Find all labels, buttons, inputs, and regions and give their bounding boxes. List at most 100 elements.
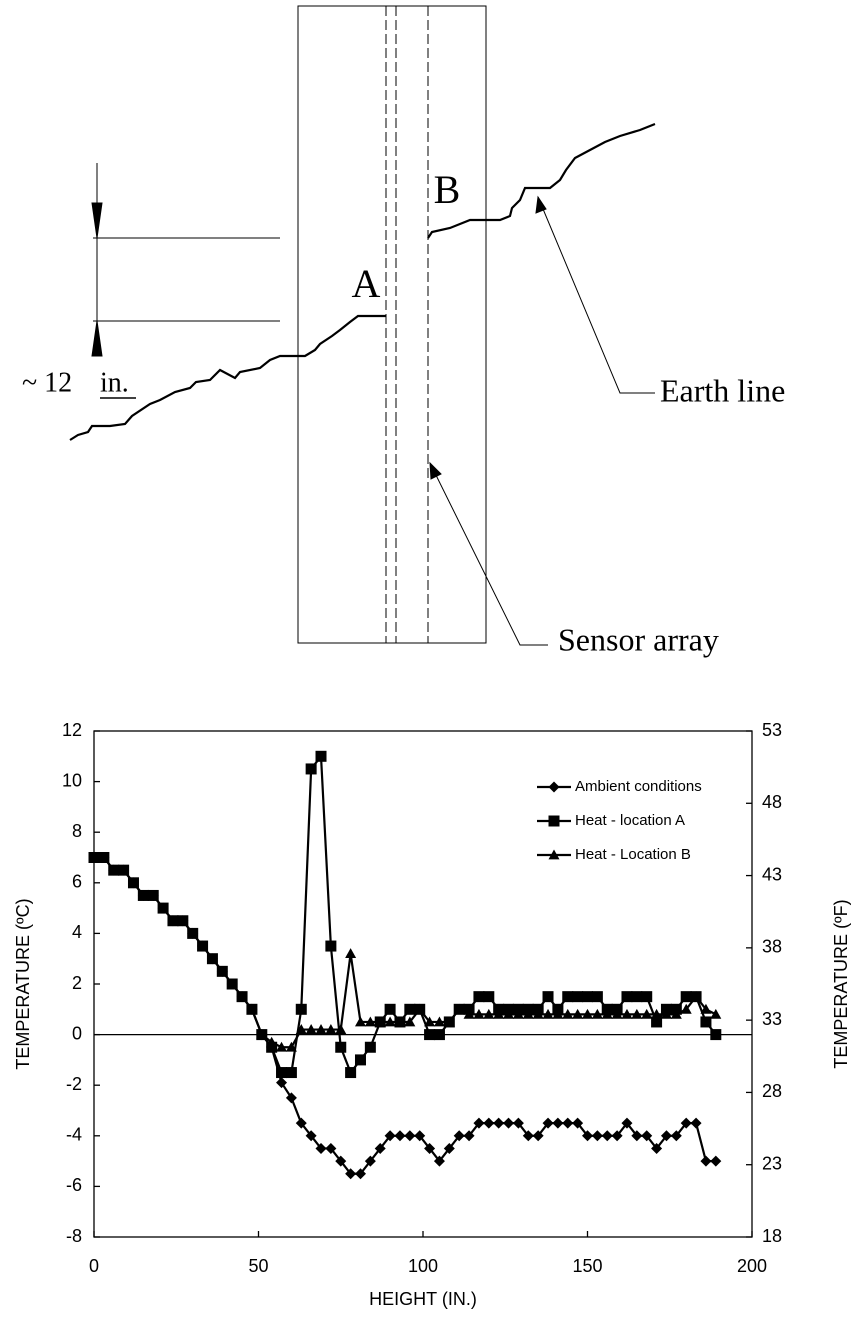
x-tick-label: 100: [408, 1256, 438, 1276]
marker: [631, 1008, 643, 1019]
marker: [364, 1016, 376, 1027]
marker: [453, 1130, 465, 1142]
marker: [473, 1117, 485, 1129]
marker: [542, 1117, 554, 1129]
marker: [463, 1130, 475, 1142]
arrowhead: [535, 195, 547, 214]
y-tick-label: -4: [66, 1125, 82, 1145]
marker: [473, 1008, 485, 1019]
marker: [651, 1016, 663, 1028]
marker: [463, 1008, 475, 1019]
marker: [354, 1168, 366, 1180]
marker: [680, 1003, 692, 1014]
diagram: [69, 5, 656, 646]
marker: [493, 1117, 505, 1129]
marker: [108, 864, 120, 876]
marker: [710, 1008, 722, 1019]
legend-label: Heat - location A: [575, 812, 685, 829]
marker: [118, 864, 130, 876]
marker: [532, 1130, 544, 1142]
dimension-label: ~ 12: [22, 367, 72, 398]
marker: [433, 1029, 445, 1041]
marker: [710, 1155, 722, 1167]
marker: [424, 1029, 436, 1041]
marker: [621, 1117, 633, 1129]
marker: [266, 1041, 278, 1053]
marker: [690, 991, 702, 1002]
y-tick-label: 6: [72, 872, 82, 892]
plot-frame: [93, 730, 753, 1238]
label-b: B: [434, 167, 461, 212]
marker: [305, 1024, 317, 1034]
marker: [641, 1008, 653, 1019]
marker: [325, 940, 337, 952]
marker: [660, 1008, 672, 1019]
marker: [503, 1117, 515, 1129]
y2-tick-label: 38: [762, 937, 782, 957]
marker: [305, 763, 317, 775]
marker: [631, 1130, 643, 1142]
y-axis-label: TEMPERATURE (ºC): [13, 898, 33, 1069]
y2-tick-label: 18: [762, 1226, 782, 1246]
y-tick-label: -2: [66, 1074, 82, 1094]
marker: [325, 1024, 337, 1034]
marker: [700, 1016, 712, 1028]
post: [297, 5, 487, 644]
marker: [621, 1008, 633, 1019]
marker: [532, 1008, 544, 1019]
marker: [700, 1155, 712, 1167]
marker: [325, 1142, 337, 1154]
marker: [572, 1008, 584, 1019]
marker: [651, 1142, 663, 1154]
earth-line-label: Earth line: [660, 372, 785, 408]
marker: [522, 1008, 534, 1019]
marker: [384, 1130, 396, 1142]
marker: [542, 1008, 554, 1019]
y-tick-label: 4: [72, 922, 82, 942]
marker: [552, 1008, 564, 1019]
marker: [236, 991, 248, 1003]
marker: [404, 1003, 416, 1015]
marker: [226, 978, 238, 990]
marker: [433, 1016, 445, 1027]
marker: [700, 1003, 712, 1014]
sensor-array-label: Sensor array: [558, 621, 719, 657]
marker: [641, 991, 653, 1003]
marker: [572, 991, 584, 1003]
marker: [404, 1016, 416, 1027]
marker: [404, 1130, 416, 1142]
marker: [522, 1130, 534, 1142]
chart: HEIGHT (IN.) TEMPERATURE (ºC) TEMPERATUR…: [13, 720, 851, 1309]
y-tick-label: 10: [62, 770, 82, 790]
x-tick-label: 0: [89, 1256, 99, 1276]
marker: [582, 1130, 593, 1142]
marker: [582, 991, 593, 1003]
marker: [433, 1155, 445, 1167]
dimension-unit: in.: [100, 367, 129, 398]
marker: [276, 1041, 288, 1052]
y2-tick-label: 53: [762, 720, 782, 740]
marker: [305, 1130, 317, 1142]
marker: [690, 1117, 702, 1129]
marker: [285, 1041, 297, 1052]
marker: [493, 1008, 505, 1019]
marker: [315, 750, 327, 762]
marker: [611, 1130, 623, 1142]
marker: [157, 902, 169, 914]
marker: [315, 1142, 327, 1154]
y-tick-label: 12: [62, 720, 82, 740]
marker: [424, 1142, 436, 1154]
marker: [660, 1130, 672, 1142]
marker: [548, 781, 560, 793]
marker: [680, 991, 692, 1003]
legend-label: Ambient conditions: [575, 778, 702, 795]
leader-line: [429, 462, 548, 646]
marker: [641, 1130, 653, 1142]
marker: [197, 940, 209, 952]
marker: [591, 991, 603, 1003]
marker: [374, 1142, 386, 1154]
x-axis-label: HEIGHT (IN.): [369, 1289, 477, 1309]
marker: [591, 1008, 603, 1019]
marker: [147, 889, 159, 901]
